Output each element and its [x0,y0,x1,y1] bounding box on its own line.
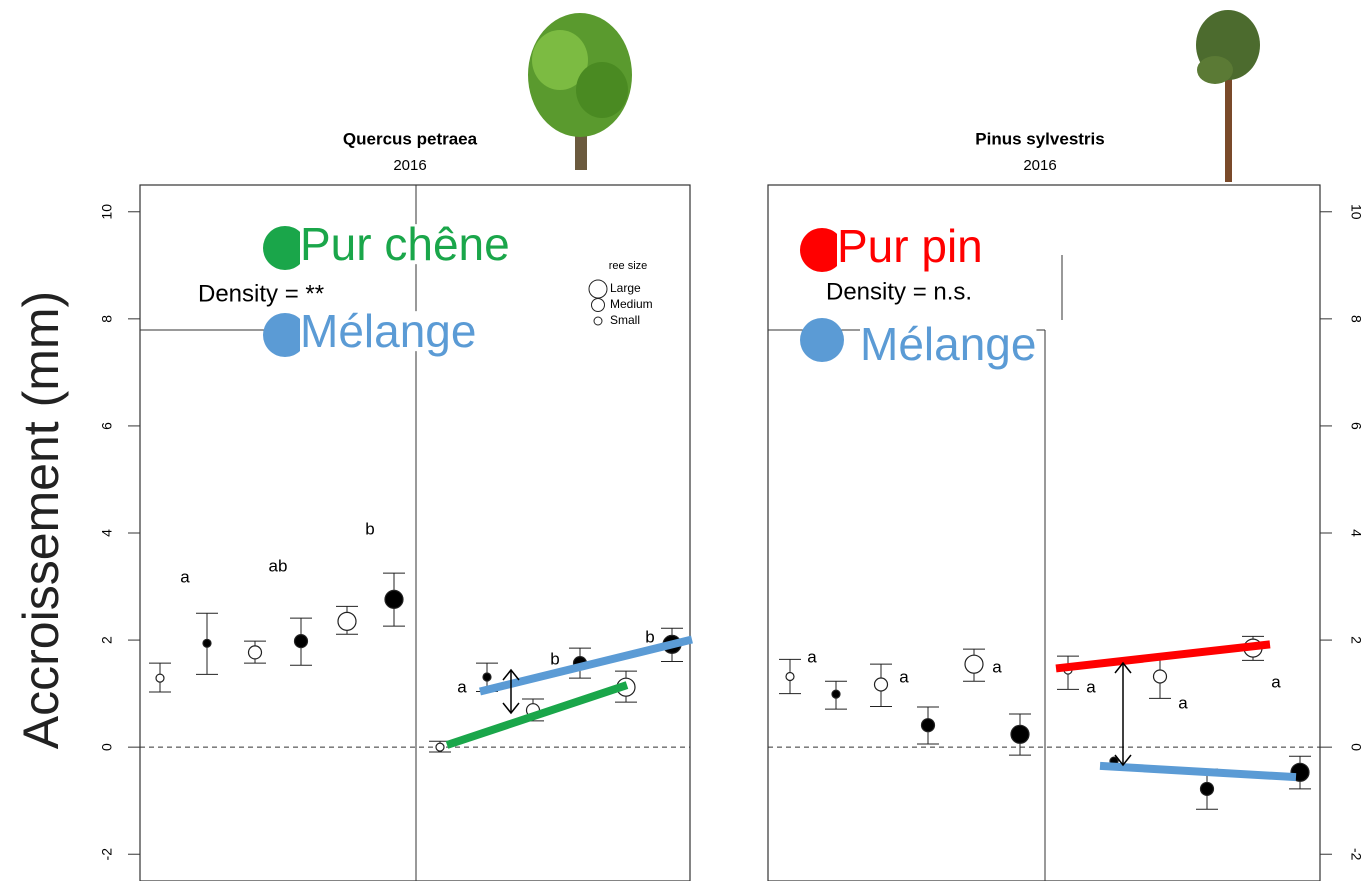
density-annotation: Density = ** [198,280,324,307]
point [831,689,841,699]
point [1152,669,1168,684]
legend-label: Mélange [860,318,1036,370]
chart-title: Pinus sylvestris [975,129,1104,148]
legend-label-bg [300,311,477,352]
point [155,673,165,683]
size-legend-symbol [591,298,605,312]
group-letter: a [807,647,817,666]
error-bar [196,612,218,675]
y-tick-label: 6 [99,422,115,430]
group-letter: b [645,627,654,646]
point [482,672,492,682]
point [1199,781,1215,797]
chart-subtitle: 2016 [1023,157,1056,174]
point [920,718,936,733]
y-tick-label: 10 [1348,204,1364,220]
point [202,638,212,648]
error-bar [917,706,939,745]
size-legend-label: Small [610,313,640,327]
legend-label: Pur chêne [300,218,510,270]
arrow-head [502,668,520,715]
group-letter: a [1086,677,1096,696]
size-legend-label: Medium [610,297,653,311]
point [293,634,309,649]
y-tick-label: 2 [99,636,115,644]
error-bar [1009,713,1031,756]
y-tick-label: -2 [99,848,115,861]
legend-label-bg [860,324,1037,365]
size-legend-symbol [588,279,608,299]
trend-line [1055,640,1271,673]
group-letter: a [899,667,909,686]
legend-swatch [263,313,307,357]
size-legend-label: Large [610,281,641,295]
y-tick-label: 8 [99,315,115,323]
group-letter: a [1178,693,1188,712]
error-bar [1289,755,1311,790]
error-bar [290,617,312,666]
error-bar [963,648,985,682]
y-tick-label: 4 [1348,529,1364,537]
chart-subtitle: 2016 [393,157,426,174]
legend-swatch [800,228,844,272]
y-tick-label: 4 [99,529,115,537]
error-bar [779,658,801,695]
error-bar [1057,655,1079,690]
trend-line [479,635,693,696]
trend-line [1099,761,1297,782]
point [337,611,357,631]
group-letter: a [1271,672,1281,691]
error-bar [476,662,498,692]
group-letter: a [457,677,467,696]
point [873,677,889,692]
error-bar [825,680,847,710]
legend-swatch [263,226,307,270]
error-bar [870,663,892,707]
legend-label: Pur pin [837,220,983,272]
legend-label-bg [837,226,983,267]
size-legend-symbol [593,316,603,326]
group-letter: b [365,519,374,538]
legend-label-bg [300,224,510,265]
pine-illustration [1196,10,1260,182]
error-bar [244,640,266,664]
arrow-head [1114,661,1132,767]
group-letter: b [550,649,559,668]
y-tick-label: 0 [99,743,115,751]
y-tick-label: 6 [1348,422,1364,430]
oak-illustration [528,13,632,170]
y-tick-label: 0 [1348,743,1364,751]
y-tick-label: -2 [1348,848,1364,861]
y-tick-label: 2 [1348,636,1364,644]
point [435,742,445,752]
group-letter: a [992,657,1002,676]
trend-line [445,681,629,749]
chart-title: Quercus petraea [343,129,478,148]
point [247,645,263,660]
y-tick-label: 8 [1348,315,1364,323]
error-bar [149,662,171,693]
size-legend-title: ree size [609,260,648,272]
error-bar [383,572,405,627]
y-tick-label: 10 [99,204,115,220]
legend-swatch [800,318,844,362]
point [785,671,795,682]
y-axis-label: Accroissement (mm) [13,291,69,749]
legend-label: Mélange [300,305,476,357]
point [964,654,984,674]
point [1010,724,1030,744]
group-letter: ab [269,556,288,575]
error-bar [1149,656,1171,699]
error-bar [336,605,358,635]
point [384,589,404,609]
group-letter: a [180,567,190,586]
density-annotation: Density = n.s. [826,278,972,305]
